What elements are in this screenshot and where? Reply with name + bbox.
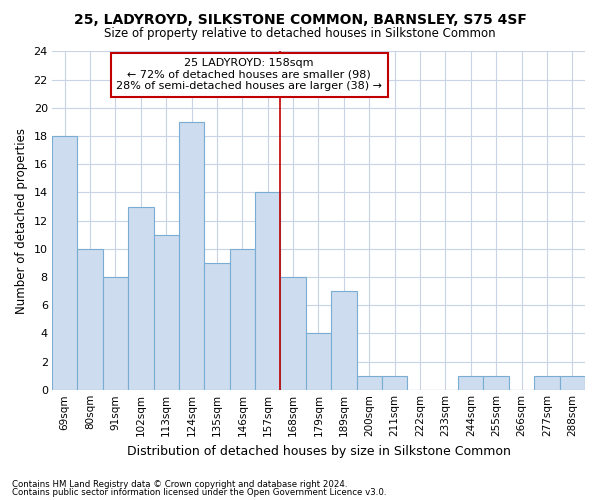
- Text: Contains public sector information licensed under the Open Government Licence v3: Contains public sector information licen…: [12, 488, 386, 497]
- Bar: [382, 376, 407, 390]
- Bar: [458, 376, 484, 390]
- Text: 25, LADYROYD, SILKSTONE COMMON, BARNSLEY, S75 4SF: 25, LADYROYD, SILKSTONE COMMON, BARNSLEY…: [74, 12, 526, 26]
- X-axis label: Distribution of detached houses by size in Silkstone Common: Distribution of detached houses by size …: [127, 444, 511, 458]
- Bar: [306, 334, 331, 390]
- Bar: [280, 277, 306, 390]
- Bar: [103, 277, 128, 390]
- Text: 25 LADYROYD: 158sqm
← 72% of detached houses are smaller (98)
28% of semi-detach: 25 LADYROYD: 158sqm ← 72% of detached ho…: [116, 58, 382, 92]
- Bar: [204, 263, 230, 390]
- Y-axis label: Number of detached properties: Number of detached properties: [15, 128, 28, 314]
- Bar: [154, 235, 179, 390]
- Bar: [179, 122, 204, 390]
- Bar: [230, 249, 255, 390]
- Bar: [484, 376, 509, 390]
- Bar: [356, 376, 382, 390]
- Bar: [560, 376, 585, 390]
- Bar: [255, 192, 280, 390]
- Bar: [77, 249, 103, 390]
- Bar: [331, 291, 356, 390]
- Text: Contains HM Land Registry data © Crown copyright and database right 2024.: Contains HM Land Registry data © Crown c…: [12, 480, 347, 489]
- Bar: [52, 136, 77, 390]
- Text: Size of property relative to detached houses in Silkstone Common: Size of property relative to detached ho…: [104, 28, 496, 40]
- Bar: [128, 206, 154, 390]
- Bar: [534, 376, 560, 390]
